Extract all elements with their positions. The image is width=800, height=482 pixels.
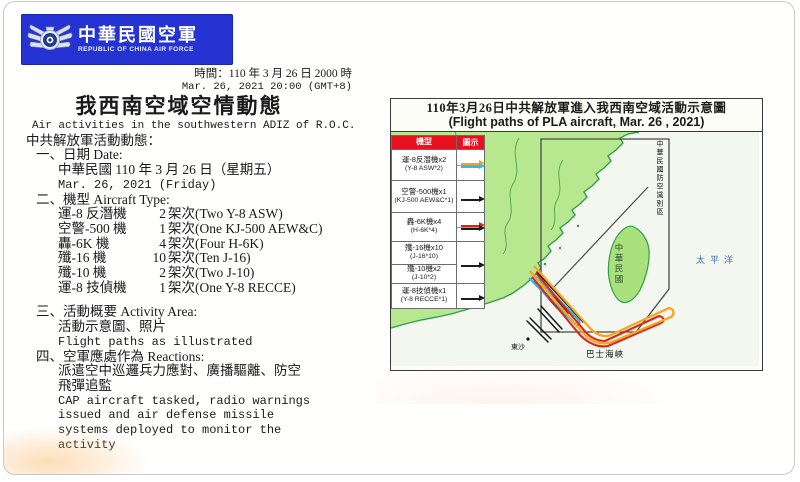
aircraft-desc: 架次(Ten J-16) [168, 250, 251, 266]
map-title-en: (Flight paths of PLA aircraft, Mar. 26 ,… [448, 115, 705, 129]
legend-label-zh: 殲-10機x2 [407, 264, 441, 274]
black-arrow-icon [461, 195, 485, 202]
legend-label-en: (J-16*10) [410, 253, 438, 260]
legend-row-h6k: 轟-6K機x4 (H-6K*4) [391, 212, 485, 242]
black-arrow-icon [461, 261, 485, 268]
report-timestamp: 時間：110 年 3 月 26 日 2000 時 Mar. 26, 2021 2… [174, 68, 352, 94]
adiz-diagonal-line [553, 186, 649, 288]
cyan-arrow-icon [461, 162, 485, 169]
map-title: 110年3月26日中共解放軍進入我西南空域活動示意圖 (Flight paths… [391, 99, 762, 132]
flight-path-orange [529, 265, 675, 345]
aircraft-name: 殲-10 機 [58, 265, 107, 281]
aircraft-row: 空警-500 機 1 架次(One KJ-500 AEW&C) [58, 220, 376, 237]
dongsha-island-dot [526, 337, 530, 341]
rocaf-emblem-icon [27, 24, 73, 50]
black-arrow-icon [461, 295, 485, 302]
banner-title-zh: 中華民國空軍 [78, 24, 198, 45]
legend-label-zh: 運-8技偵機x1 [401, 286, 447, 296]
legend-col-symbol: 圖示 [456, 135, 485, 150]
taiwan-label: 中華民國 [614, 243, 624, 285]
legend-label-zh: 空警-500機x1 [401, 186, 447, 196]
legend-col-aircraft-type: 機型 [391, 135, 457, 150]
section4-line2: 飛彈追監 [58, 377, 112, 393]
section1-heading: 一、日期 Date: [36, 147, 123, 163]
adiz-boundary [540, 138, 670, 333]
aircraft-row: 運-8 技偵機 1 架次(One Y-8 RECCE) [58, 279, 376, 296]
section1-date-en: Mar. 26, 2021 (Friday) [58, 177, 217, 192]
flight-path-map-panel: 110年3月26日中共解放軍進入我西南空域活動示意圖 (Flight paths… [390, 98, 763, 371]
timestamp-en: Mar. 26, 2021 20:00 (GMT+8) [181, 81, 352, 93]
section1-date-zh: 中華民國 110 年 3 月 26 日（星期五） [58, 162, 281, 178]
rocaf-banner: 中華民國空軍 REPUBLIC OF CHINA AIR FORCE [21, 14, 233, 65]
section3-line2: Flight paths as illustrated [58, 334, 253, 349]
banner-title-en: REPUBLIC OF CHINA AIR FORCE [78, 45, 194, 53]
legend-row-kj500: 空警-500機x1 (KJ-500 AEW&C*1) [391, 180, 485, 213]
legend-label-en: (Y-8 ASW*2) [405, 165, 443, 172]
report-page: 中華民國空軍 REPUBLIC OF CHINA AIR FORCE 時間：11… [3, 1, 795, 475]
section3-line1: 活動示意圖、照片 [58, 319, 166, 335]
legend-row-y8asw: 運-8反潛機x2 (Y-8 ASW*2) [391, 149, 485, 181]
legend-row-j10: 殲-10機x2 (J-10*2) [391, 264, 485, 284]
legend-label-zh: 運-8反潛機x2 [401, 155, 447, 165]
orange-arrow-icon [461, 159, 485, 166]
section4-line1: 派遣空中巡邏兵力應對、廣播驅離、防空 [58, 363, 301, 379]
legend-table: 機型 圖示 運-8反潛機x2 (Y-8 ASW*2) 空警-500機x1 [391, 135, 485, 309]
legend-label-en: (KJ-500 AEW&C*1) [394, 196, 454, 204]
legend-row-j16: 殲-16機x10 (J-16*10) [391, 241, 485, 284]
aircraft-desc: 架次(Two Y-8 ASW) [168, 206, 283, 222]
section4-line3: CAP aircraft tasked, radio warnings [58, 393, 311, 408]
legend-header-row: 機型 圖示 [391, 135, 485, 150]
aircraft-row: 運-8 反潛機 2 架次(Two Y-8 ASW) [58, 206, 376, 222]
legend-row-y8recce: 運-8技偵機x1 (Y-8 RECCE*1) [391, 283, 485, 309]
aircraft-count: 1 [159, 279, 166, 295]
page-subtitle: Air activities in the southwestern ADIZ … [32, 120, 356, 132]
section4-line6: activity [58, 437, 116, 452]
aircraft-desc: 架次(Four H-6K) [168, 235, 264, 251]
red-arrow-icon [461, 221, 485, 228]
aircraft-count: 2 [159, 265, 166, 281]
aircraft-row: 殲-16 機 10 架次(Ten J-16) [58, 250, 376, 266]
section2-heading: 二、機型 Aircraft Type: [36, 191, 170, 207]
section4-line5: systems deployed to monitor the [58, 423, 282, 438]
aircraft-desc: 架次(One Y-8 RECCE) [168, 279, 296, 295]
aircraft-row: 轟-6K 機 4 架次(Four H-6K) [58, 235, 376, 252]
aircraft-row: 殲-10 機 2 架次(Two J-10) [58, 265, 376, 281]
intro-line: 中共解放軍活動動態： [26, 132, 161, 148]
aircraft-name: 運-8 反潛機 [58, 206, 127, 222]
report-body: 我西南空域空情動態 Air activities in the southwes… [14, 94, 376, 452]
legend-label-zh: 殲-16機x10 [405, 243, 443, 253]
legend-label-zh: 轟-6K機x4 [406, 217, 442, 227]
aircraft-name: 運-8 技偵機 [58, 279, 127, 295]
aircraft-name: 轟-6K 機 [58, 235, 110, 251]
timestamp-zh: 時間：110 年 3 月 26 日 2000 時 [194, 68, 352, 80]
aircraft-count: 10 [152, 250, 167, 266]
legend-label-en: (J-10*2) [411, 274, 437, 281]
map-title-zh: 110年3月26日中共解放軍進入我西南空域活動示意圖 [426, 101, 727, 115]
aircraft-count: 4 [159, 235, 166, 251]
aircraft-count: 2 [159, 206, 166, 222]
dongsha-label: 東沙 [511, 343, 525, 351]
aircraft-name: 空警-500 機 [58, 220, 127, 236]
aircraft-name: 殲-16 機 [58, 250, 107, 266]
legend-label-en: (H-6K*4) [410, 227, 438, 234]
aircraft-count: 1 [159, 220, 166, 236]
section3-heading: 三、活動概要 Activity Area: [36, 304, 198, 320]
adiz-zone-label: 中華民國防空識別區 [656, 140, 664, 217]
bashi-channel-label: 巴士海峽 [586, 349, 625, 359]
section4-heading: 四、空軍應處作為 Reactions: [36, 348, 205, 364]
taiwan-island [607, 225, 650, 304]
legend-label-en: (Y-8 RECCE*1) [400, 296, 448, 303]
coastal-islets [543, 224, 580, 266]
pacific-ocean-label: 太平洋 [696, 255, 739, 265]
map-body: 機型 圖示 運-8反潛機x2 (Y-8 ASW*2) 空警-500機x1 [391, 132, 759, 367]
black-arrow-icon [461, 224, 485, 231]
aircraft-desc: 架次(One KJ-500 AEW&C) [168, 220, 323, 236]
section4-line4: issued and air defense missile [58, 408, 275, 423]
page-title: 我西南空域空情動態 [75, 94, 283, 118]
aircraft-desc: 架次(Two J-10) [168, 265, 255, 281]
